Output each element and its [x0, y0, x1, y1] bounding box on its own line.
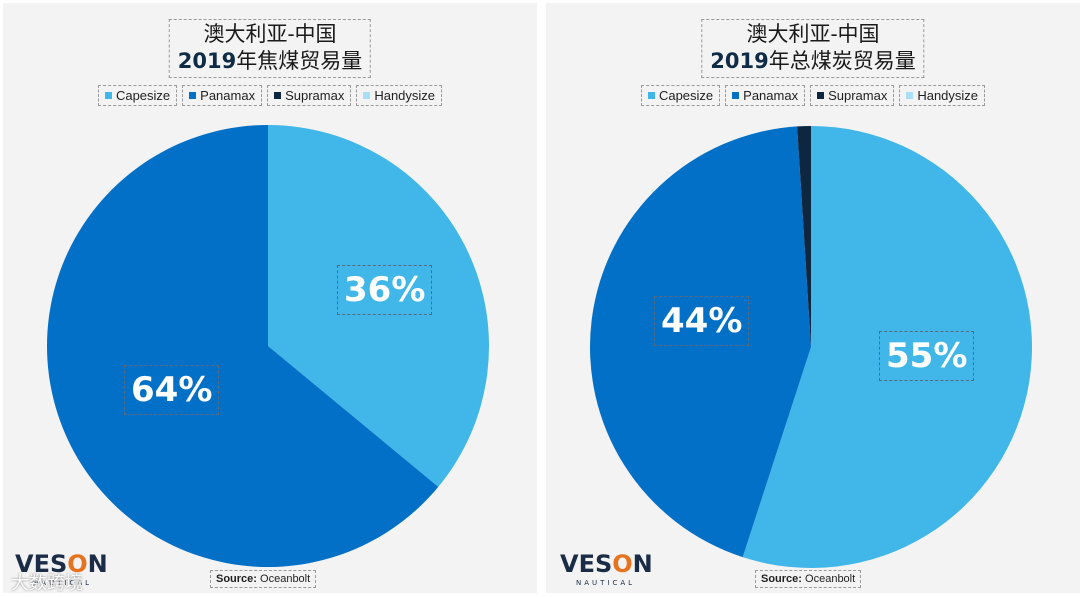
chart-title: 澳大利亚-中国 2019年总煤炭贸易量: [701, 19, 925, 78]
legend-swatch: [189, 92, 197, 99]
legend-item-handysize: Handysize: [899, 85, 986, 106]
chart-panel-total-coal: 澳大利亚-中国 2019年总煤炭贸易量 Capesize Panamax Sup…: [546, 3, 1080, 593]
source-note: Source: Oceanbolt: [755, 570, 862, 588]
pie-chart-total-coal: [589, 126, 1032, 568]
legend-item-handysize: Handysize: [356, 85, 443, 106]
legend-label: Capesize: [658, 88, 714, 103]
legend-swatch: [817, 92, 825, 99]
source-note: Source: Oceanbolt: [210, 570, 317, 588]
legend-item-capesize: Capesize: [640, 85, 721, 106]
pie-slice-capesize: [268, 125, 490, 487]
data-label-capesize: 36%: [337, 265, 433, 315]
legend: Capesize Panamax Supramax Handysize: [546, 85, 1080, 106]
title-line2: 2019年焦煤贸易量: [178, 48, 362, 75]
data-label-panamax: 44%: [654, 296, 750, 346]
chart-title: 澳大利亚-中国 2019年焦煤贸易量: [168, 19, 372, 78]
veson-logo: VESON: [15, 550, 108, 578]
data-label-capesize: 55%: [879, 331, 975, 381]
legend: Capesize Panamax Supramax Handysize: [3, 85, 537, 106]
legend-item-panamax: Panamax: [725, 85, 806, 106]
pie-slice-panamax: [47, 125, 439, 567]
legend-item-supramax: Supramax: [267, 85, 352, 106]
pie-slice-panamax: [589, 126, 811, 558]
legend-swatch: [906, 92, 914, 99]
legend-item-panamax: Panamax: [182, 85, 263, 106]
legend-item-capesize: Capesize: [97, 85, 178, 106]
pie-chart-coking-coal: [47, 125, 490, 567]
title-line2: 2019年总煤炭贸易量: [710, 48, 915, 75]
legend-swatch: [647, 92, 655, 99]
title-line1: 澳大利亚-中国: [203, 22, 337, 46]
title-line1: 澳大利亚-中国: [746, 22, 880, 46]
data-label-panamax: 64%: [124, 365, 220, 415]
legend-swatch: [274, 92, 282, 99]
logo-subtitle: NAUTICAL: [576, 579, 636, 587]
legend-label: Handysize: [917, 88, 979, 103]
chart-panel-coking-coal: 澳大利亚-中国 2019年焦煤贸易量 Capesize Panamax Supr…: [3, 3, 537, 594]
title-rest: 年总煤炭贸易量: [768, 49, 916, 73]
title-rest: 年焦煤贸易量: [236, 49, 363, 73]
legend-label: Supramax: [285, 88, 345, 103]
legend-label: Capesize: [115, 88, 171, 103]
logo-subtitle: NAUTICAL: [33, 579, 93, 587]
legend-label: Panamax: [200, 88, 256, 103]
legend-swatch: [363, 92, 371, 99]
legend-swatch: [732, 92, 740, 99]
pie-slice-capesize: [742, 126, 1032, 568]
legend-label: Supramax: [828, 88, 888, 103]
watermark: 大数跨境: [11, 573, 83, 594]
title-year: 2019: [710, 49, 769, 73]
veson-logo: VESON: [560, 550, 653, 578]
title-year: 2019: [177, 49, 237, 73]
legend-swatch: [104, 92, 112, 99]
pie-slice-supramax: [797, 126, 811, 347]
legend-label: Panamax: [743, 88, 799, 103]
legend-label: Handysize: [374, 88, 436, 103]
legend-item-supramax: Supramax: [810, 85, 895, 106]
